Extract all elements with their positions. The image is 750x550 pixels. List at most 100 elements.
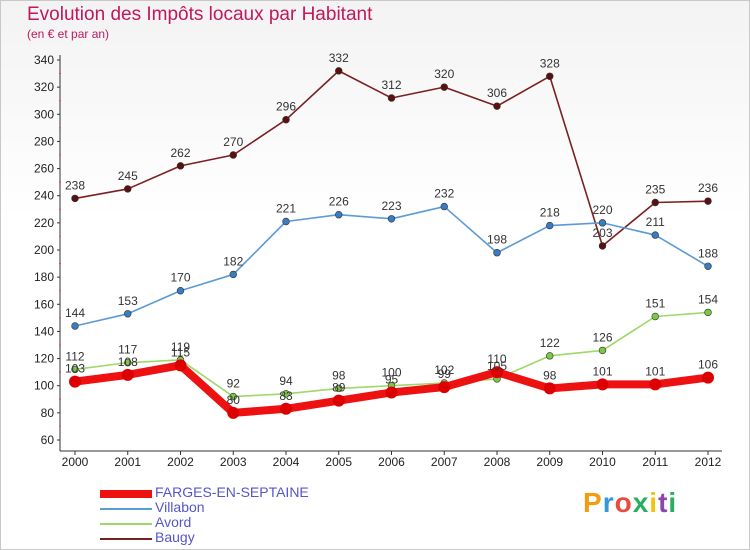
data-point [491, 366, 503, 379]
data-label: 270 [223, 135, 243, 149]
data-point [387, 215, 396, 223]
y-tick-label: 220 [34, 216, 54, 230]
y-tick-label: 280 [34, 134, 54, 148]
legend-label: Avord [155, 514, 192, 530]
data-point [440, 83, 448, 91]
data-label: 144 [65, 306, 85, 320]
data-point [651, 312, 659, 321]
y-minor-tick [59, 398, 61, 401]
data-label: 92 [227, 377, 241, 391]
data-point [704, 262, 712, 270]
data-label: 101 [592, 364, 612, 378]
data-label: 112 [65, 349, 84, 363]
data-label: 238 [65, 178, 85, 192]
x-tick-label: 2011 [642, 455, 668, 469]
x-tick-label: 2009 [536, 455, 563, 469]
legend-swatch [100, 508, 152, 510]
data-label: 218 [540, 206, 560, 220]
data-point [176, 287, 185, 295]
data-label: 328 [540, 56, 560, 70]
y-minor-tick [59, 344, 61, 346]
y-minor-tick [59, 181, 61, 184]
data-point [227, 406, 240, 419]
data-point [176, 162, 185, 170]
data-point [282, 390, 290, 398]
x-tick-label: 2000 [62, 455, 89, 469]
data-label: 296 [276, 100, 296, 114]
data-point [598, 346, 607, 355]
data-label: 306 [487, 86, 507, 100]
legend-label: FARGES-EN-SEPTAINE [155, 484, 309, 500]
y-tick-label: 60 [41, 433, 55, 447]
data-point [335, 67, 343, 75]
data-label: 122 [540, 336, 560, 350]
y-minor-tick [59, 99, 61, 102]
data-point [546, 352, 554, 360]
data-point [702, 371, 714, 384]
y-minor-tick [59, 208, 61, 211]
data-point [704, 197, 712, 205]
data-point [282, 217, 290, 226]
data-point [387, 94, 396, 102]
data-point [651, 231, 659, 239]
data-label: 226 [329, 195, 349, 209]
y-tick-label: 240 [34, 189, 54, 203]
data-label: 320 [434, 67, 454, 81]
data-label: 80 [227, 393, 241, 407]
data-point [124, 185, 132, 193]
data-label: 117 [118, 343, 137, 357]
data-point [229, 270, 237, 279]
data-label: 223 [381, 199, 401, 213]
y-tick-label: 180 [34, 270, 54, 284]
data-point [335, 211, 343, 219]
chart-subtitle: (en € et par an) [27, 27, 110, 41]
logo-letter: P [583, 487, 603, 518]
y-tick-label: 300 [34, 107, 54, 121]
data-point [229, 392, 237, 401]
data-point [546, 221, 554, 230]
data-label: 188 [698, 246, 718, 260]
y-tick-label: 320 [34, 80, 54, 94]
data-label: 235 [645, 183, 665, 197]
line-chart: 60 80 100 120 140 160 180 200 220 240 260 280 300 320… [34, 51, 722, 469]
data-label: 312 [381, 78, 401, 92]
data-point [596, 378, 609, 391]
data-label: 106 [698, 358, 718, 372]
data-label: 115 [171, 345, 190, 359]
data-point [493, 102, 501, 110]
y-minor-tick [59, 371, 61, 374]
x-tick-label: 2010 [589, 455, 616, 469]
data-label: 220 [592, 203, 612, 217]
data-label: 332 [329, 51, 349, 65]
data-label: 101 [645, 364, 665, 378]
proxiti-logo: Proxiti [583, 487, 677, 519]
data-point [121, 368, 134, 381]
data-point [174, 359, 187, 372]
data-label: 95 [385, 373, 399, 387]
logo-letter: x [632, 487, 650, 518]
data-point [124, 358, 132, 367]
data-point [71, 322, 79, 330]
data-label: 153 [118, 294, 138, 308]
logo-letter: i [668, 487, 678, 518]
data-label: 119 [171, 340, 190, 354]
data-point [229, 151, 237, 159]
data-label: 154 [698, 292, 718, 306]
y-tick-label: 160 [34, 297, 54, 311]
data-point [71, 365, 79, 374]
data-label: 182 [223, 254, 243, 268]
x-tick-label: 2008 [484, 455, 511, 469]
x-tick-label: 2007 [431, 455, 458, 469]
logo-letter: t [658, 487, 669, 518]
logo-letter: o [614, 487, 633, 518]
y-tick-label: 80 [41, 406, 55, 420]
data-label: 99 [438, 367, 452, 381]
data-label: 151 [645, 297, 665, 311]
legend-swatch [100, 523, 152, 525]
x-tick-label: 2002 [167, 455, 194, 469]
legend-swatch [100, 538, 152, 540]
data-label: 100 [381, 366, 401, 380]
data-point [598, 219, 607, 227]
data-point [598, 242, 607, 250]
data-label: 203 [592, 226, 612, 240]
